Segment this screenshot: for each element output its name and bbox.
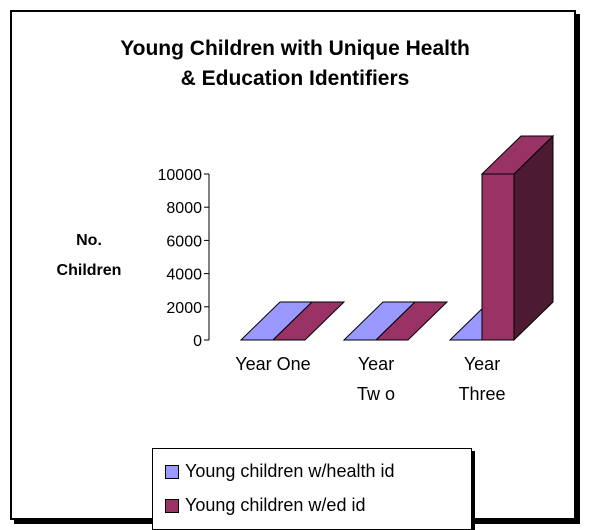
x-tick-label-0-line1: Year One	[235, 354, 310, 374]
x-tick-label-1-line1: Year	[358, 354, 394, 374]
y-tick-label-4: 8000	[166, 200, 202, 217]
y-tick-label-2: 4000	[166, 267, 202, 284]
y-axis-label-line1: No.	[76, 232, 102, 249]
legend-label-health: Young children w/health id	[185, 461, 395, 481]
chart-title-line2: & Education Identifiers	[180, 67, 410, 90]
y-tick-label-1: 2000	[166, 300, 202, 317]
plot-area: 0 2000 4000 6000 8000 10000 Year One Year Tw o Ye…	[158, 134, 555, 404]
bar-ed-2-front	[481, 173, 515, 341]
legend-item-ed: Young children w/ed id	[165, 495, 365, 516]
bar-ed-0	[271, 301, 346, 341]
chart-title-line1: Young Children with Unique Health	[120, 37, 470, 60]
legend: Young children w/health id Young childre…	[152, 448, 472, 530]
legend-label-ed: Young children w/ed id	[185, 495, 366, 515]
bar-ed-2-top	[480, 135, 555, 175]
y-tick-label-3: 6000	[166, 233, 202, 250]
chart-frame: Young Children with Unique Health & Educ…	[10, 10, 576, 530]
legend-swatch-health	[165, 464, 179, 479]
y-axis-label-line2: Children	[56, 262, 122, 279]
x-tick-label-2-line1: Year	[464, 354, 500, 374]
x-tick-label-1-line2: Tw o	[357, 384, 395, 404]
y-tick-label-5: 10000	[158, 167, 203, 184]
bar-ed-1	[374, 301, 449, 341]
y-tick-label-0: 0	[193, 333, 202, 350]
legend-item-health: Young children w/health id	[165, 461, 395, 482]
x-tick-label-2-line2: Three	[458, 384, 505, 404]
legend-swatch-ed	[165, 498, 179, 513]
